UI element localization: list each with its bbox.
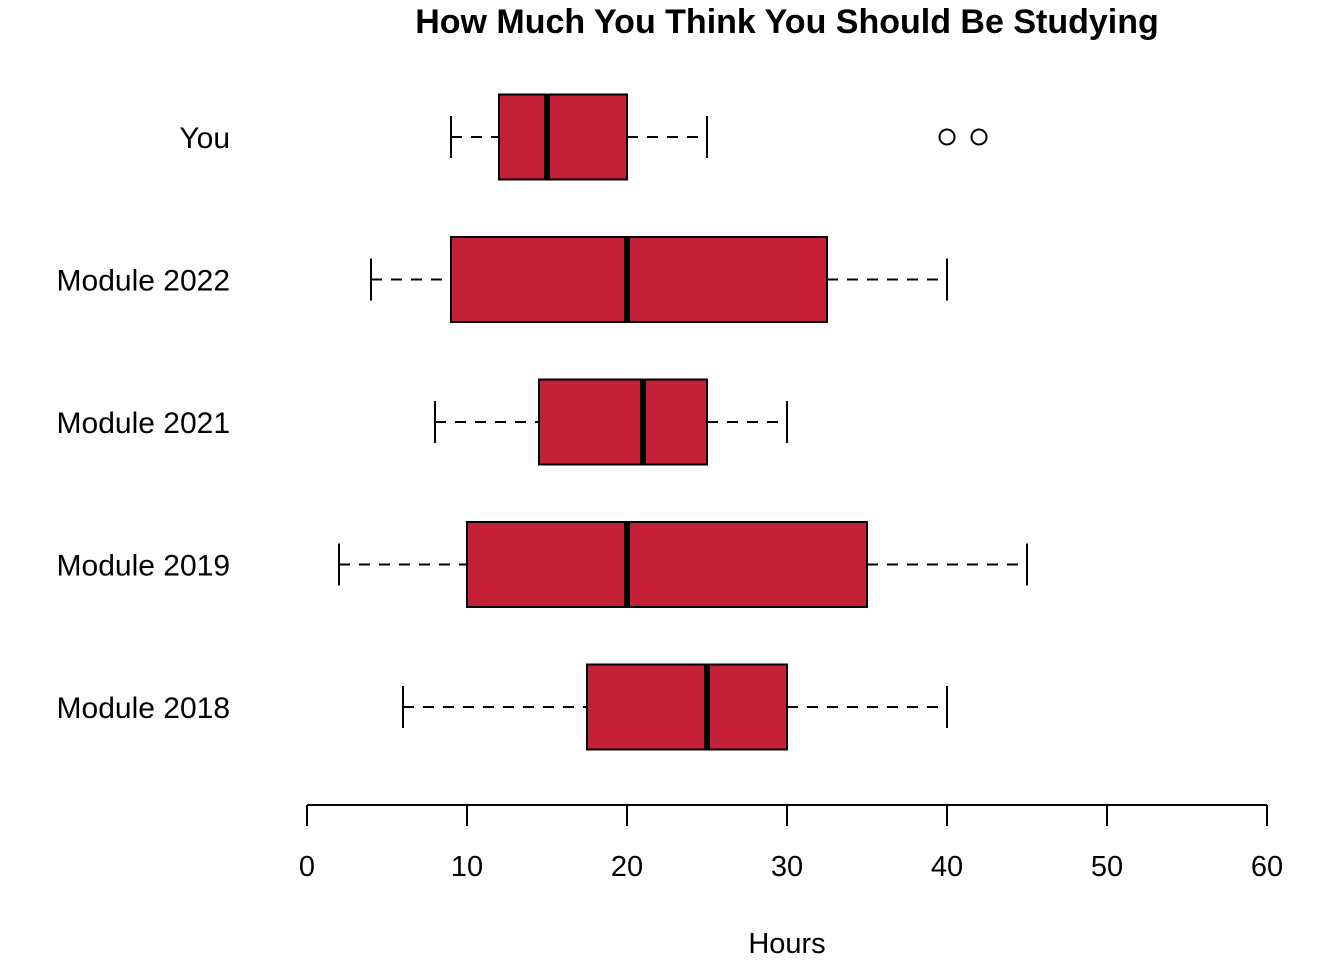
category-label: You (179, 122, 230, 155)
x-axis-title: Hours (748, 928, 825, 960)
category-label: Module 2021 (57, 407, 230, 440)
x-tick-label: 0 (299, 851, 315, 883)
box-group-module-2021: Module 2021 (57, 378, 788, 466)
iqr-box (498, 93, 628, 181)
x-tick-label: 20 (611, 851, 643, 883)
category-label: Module 2018 (57, 692, 230, 725)
x-axis: 0 10 20 30 40 50 60 (299, 804, 1283, 883)
x-tick-label: 10 (451, 851, 483, 883)
x-tick-label: 40 (931, 851, 963, 883)
iqr-box (466, 521, 868, 608)
outlier-point (970, 128, 988, 146)
boxes-layer: You Module 2022 Module 2021 Module 2019 Modu… (57, 93, 1028, 751)
x-tick-label: 60 (1251, 851, 1283, 883)
iqr-box (538, 378, 708, 466)
box-group-module-2018: Module 2018 (57, 663, 948, 751)
box-group-you: You (179, 93, 988, 181)
iqr-box (450, 236, 828, 323)
iqr-box (586, 663, 788, 751)
x-tick-label: 50 (1091, 851, 1123, 883)
box-group-module-2019: Module 2019 (57, 521, 1028, 608)
x-tick-label: 30 (771, 851, 803, 883)
box-group-module-2022: Module 2022 (57, 236, 948, 323)
category-label: Module 2022 (57, 265, 230, 298)
chart-title: How Much You Think You Should Be Studyin… (415, 3, 1159, 41)
outlier-point (938, 128, 956, 146)
category-label: Module 2019 (57, 550, 230, 583)
